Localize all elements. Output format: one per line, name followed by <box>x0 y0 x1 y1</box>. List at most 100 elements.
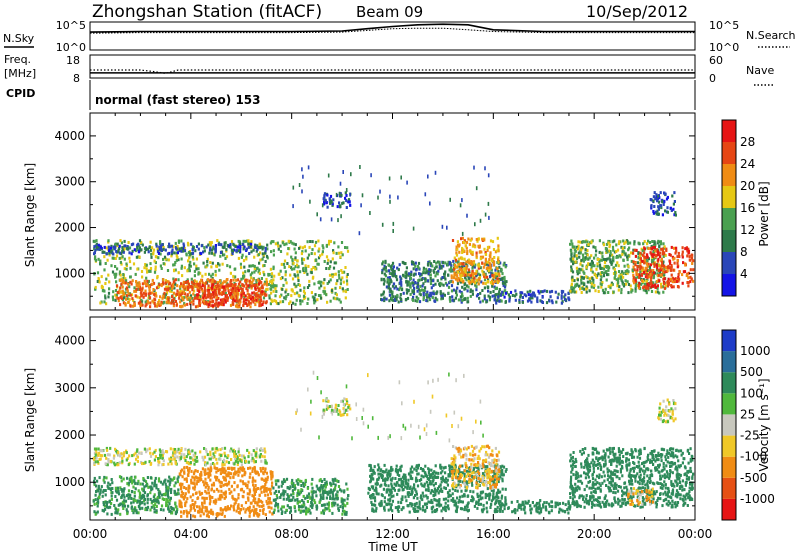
data-pixel <box>449 197 451 202</box>
data-pixel <box>329 265 332 269</box>
data-pixel <box>420 273 423 277</box>
data-pixel <box>117 492 121 496</box>
data-pixel <box>306 286 310 289</box>
data-pixel <box>653 205 656 208</box>
data-pixel <box>639 270 642 274</box>
data-pixel <box>209 499 212 503</box>
data-pixel <box>486 286 490 289</box>
data-pixel <box>413 272 416 276</box>
data-pixel <box>160 284 163 288</box>
data-pixel <box>125 508 128 512</box>
data-pixel <box>598 239 601 243</box>
data-pixel <box>184 494 187 498</box>
data-pixel <box>170 252 174 256</box>
data-pixel <box>149 485 152 489</box>
data-pixel <box>242 293 245 297</box>
data-pixel <box>587 257 590 261</box>
data-pixel <box>204 505 207 509</box>
data-pixel <box>193 508 197 512</box>
data-pixel <box>133 507 136 511</box>
data-pixel <box>425 267 428 271</box>
data-pixel <box>195 293 199 297</box>
data-pixel <box>293 267 296 271</box>
data-pixel <box>180 239 183 243</box>
data-pixel <box>103 289 106 293</box>
data-pixel <box>145 267 148 271</box>
data-pixel <box>656 197 659 201</box>
data-pixel <box>249 472 252 476</box>
data-pixel <box>217 242 220 246</box>
data-pixel <box>164 482 167 486</box>
data-pixel <box>301 246 304 250</box>
data-pixel <box>174 278 177 282</box>
data-pixel <box>239 479 242 483</box>
data-pixel <box>97 486 100 490</box>
data-pixel <box>487 289 490 293</box>
data-pixel <box>469 288 472 292</box>
data-pixel <box>266 247 269 251</box>
data-pixel <box>141 482 144 486</box>
data-pixel <box>392 282 396 286</box>
data-pixel <box>253 267 256 270</box>
data-pixel <box>233 481 236 485</box>
data-pixel <box>175 246 178 250</box>
data-pixel <box>174 505 177 509</box>
data-pixel <box>245 508 248 512</box>
data-pixel <box>208 502 211 506</box>
data-pixel <box>611 282 614 286</box>
data-pixel <box>185 487 188 491</box>
data-pixel <box>414 272 417 276</box>
data-pixel <box>549 290 552 294</box>
data-pixel <box>148 460 151 464</box>
data-pixel <box>602 257 605 261</box>
data-pixel <box>629 241 632 245</box>
data-pixel <box>197 293 200 297</box>
data-pixel <box>571 275 574 279</box>
data-pixel <box>137 242 140 246</box>
data-pixel <box>422 294 425 298</box>
data-pixel <box>158 247 162 251</box>
data-pixel <box>659 204 663 208</box>
data-pixel <box>386 278 389 282</box>
data-pixel <box>214 269 217 273</box>
data-pixel <box>308 279 311 283</box>
data-pixel <box>692 268 695 272</box>
data-pixel <box>493 298 496 302</box>
data-pixel <box>209 261 212 264</box>
data-pixel <box>391 274 394 278</box>
data-pixel <box>322 246 325 250</box>
data-pixel <box>342 201 345 205</box>
data-pixel <box>160 504 164 508</box>
data-pixel <box>586 249 589 252</box>
data-pixel <box>186 465 189 469</box>
data-pixel <box>194 451 197 455</box>
data-pixel <box>412 267 415 271</box>
data-pixel <box>619 240 622 244</box>
data-pixel <box>255 280 258 284</box>
data-pixel <box>104 507 107 511</box>
data-pixel <box>182 510 186 513</box>
series-nsky <box>89 23 695 33</box>
data-pixel <box>658 245 661 249</box>
data-pixel <box>270 477 273 481</box>
data-pixel <box>478 296 481 300</box>
data-pixel <box>106 258 109 262</box>
data-pixel <box>222 491 225 495</box>
data-pixel <box>265 280 269 284</box>
data-pixel <box>169 488 172 492</box>
data-pixel <box>96 479 99 483</box>
data-pixel <box>223 280 226 284</box>
data-pixel <box>618 274 621 278</box>
data-pixel <box>153 259 156 263</box>
data-pixel <box>659 191 662 195</box>
data-pixel <box>235 471 238 474</box>
data-pixel <box>570 282 573 286</box>
data-pixel <box>178 458 181 462</box>
data-pixel <box>661 213 664 217</box>
data-pixel <box>382 290 385 294</box>
data-pixel <box>652 195 655 199</box>
data-pixel <box>208 470 211 474</box>
data-pixel <box>149 497 152 501</box>
data-pixel <box>181 291 184 295</box>
data-pixel <box>159 264 162 268</box>
